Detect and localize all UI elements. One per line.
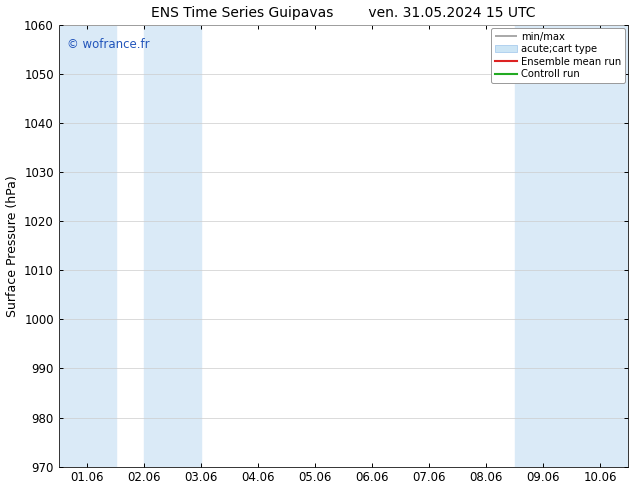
Bar	[59, 25, 115, 466]
Y-axis label: Surface Pressure (hPa): Surface Pressure (hPa)	[6, 175, 18, 317]
Bar	[515, 25, 571, 466]
Title: ENS Time Series Guipavas        ven. 31.05.2024 15 UTC: ENS Time Series Guipavas ven. 31.05.2024…	[152, 5, 536, 20]
Legend: min/max, acute;cart type, Ensemble mean run, Controll run: min/max, acute;cart type, Ensemble mean …	[491, 28, 626, 83]
Bar	[144, 25, 201, 466]
Text: © wofrance.fr: © wofrance.fr	[67, 38, 150, 51]
Bar	[571, 25, 628, 466]
